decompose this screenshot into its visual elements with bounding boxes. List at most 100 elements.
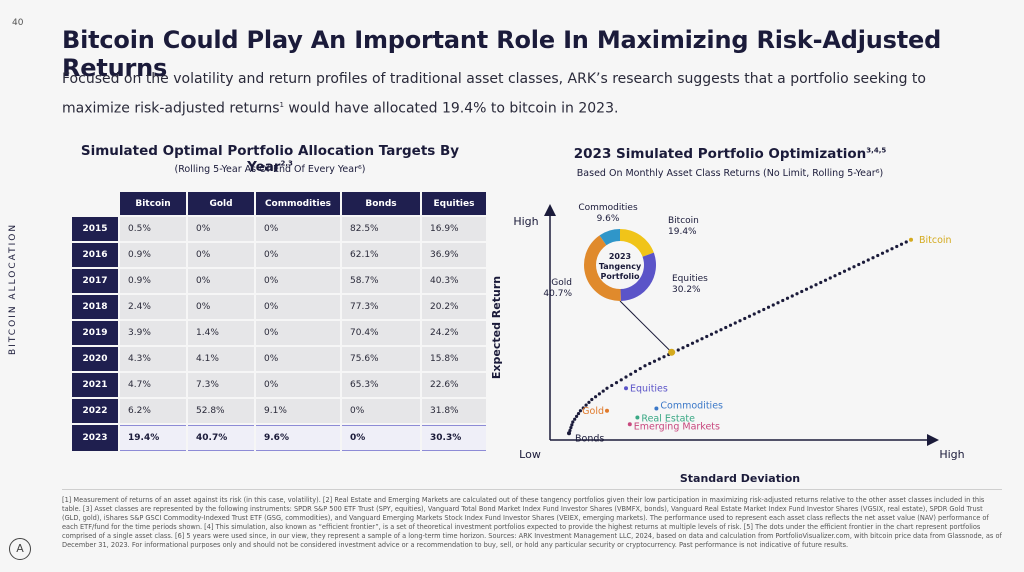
table-cell: 40.7% [188,425,254,451]
frontier-point [733,321,737,325]
chart-title-footnote-ref: 3,4,5 [866,146,887,155]
table-cell: 15.8% [422,347,486,371]
frontier-point [904,240,908,244]
frontier-point [657,357,661,361]
table-cell: 24.2% [422,321,486,345]
y-tick-label-high: High [513,215,538,228]
frontier-point [757,310,761,314]
frontier-point [728,323,733,327]
asset-label-real-estate: Real Estate [641,414,695,425]
frontier-point [895,244,899,249]
table-cell: 9.6% [256,425,340,451]
table-cell: 70.4% [342,321,420,345]
table-cell: 4.3% [120,347,186,371]
frontier-point [885,249,889,253]
donut-label-gold: Gold [551,278,572,288]
frontier-point [568,428,572,433]
efficient-frontier-chart: High Low High Standard Deviation Expected Re… [490,203,965,485]
table-corner [72,192,118,215]
frontier-point [705,334,709,339]
frontier-point [899,242,904,246]
frontier-point [738,319,742,323]
frontier-point [714,330,718,334]
table-cell: 16.9% [422,217,486,241]
frontier-point [880,251,885,255]
table-row: 2017 0.9% 0% 0% 58.7% 40.3% [72,269,486,293]
footnote-divider [62,489,1002,490]
frontier-point [838,271,842,276]
frontier-point [624,375,628,379]
frontier-point [866,258,870,262]
tangency-point [668,348,676,356]
frontier-point [828,276,832,280]
frontier-point [752,312,756,316]
table-cell: 0.5% [120,217,186,241]
frontier-point [823,278,828,282]
asset-label-equities: Equities [630,383,668,394]
asset-label-bonds: Bonds [575,433,604,444]
table-cell: 1.4% [188,321,254,345]
table-row: 2022 6.2% 52.8% 9.1% 0% 31.8% [72,399,486,423]
row-year: 2018 [72,295,118,319]
table-cell: 20.2% [422,295,486,319]
header-bitcoin: Bitcoin [120,192,186,215]
frontier-point [776,301,780,305]
header-bonds: Bonds [342,192,420,215]
table-header-row: Bitcoin Gold Commodities Bonds Equities [72,192,486,215]
table-cell: 75.6% [342,347,420,371]
frontier-point [890,247,894,251]
donut-center-line-1: 2023 [609,252,631,261]
table-cell: 0% [342,399,420,423]
frontier-point [610,383,614,388]
subtitle-footnote-ref: 1 [279,101,284,109]
frontier-point [814,283,818,287]
asset-point-real-estate [635,415,640,420]
frontier-point [719,328,723,332]
frontier-point [575,414,579,418]
x-tick-label-high: High [939,448,964,461]
frontier-point [662,355,666,359]
frontier-point [681,346,685,350]
frontier-point [871,256,875,260]
table-title-footnote-ref: 2,3 [280,159,293,168]
y-axis-label: Expected Return [490,276,503,379]
frontier-point [587,400,591,404]
table-cell: 30.3% [422,425,486,451]
table-cell: 77.3% [342,295,420,319]
frontier-point [590,397,594,402]
row-year: 2019 [72,321,118,345]
frontier-point [781,298,785,303]
frontier-point [576,411,581,416]
donut-label-bitcoin: Bitcoin [668,216,699,226]
table-cell: 0% [342,425,420,451]
section-side-label: BITCOIN ALLOCATION [8,222,18,355]
table-cell: 0% [256,243,340,267]
table-cell: 0% [188,217,254,241]
frontier-point [676,348,680,352]
chart-subtitle: Based On Monthly Asset Class Returns (No… [576,168,884,179]
frontier-point [571,420,575,424]
table-title-text: Simulated Optimal Portfolio Allocation T… [80,143,460,175]
page-number: 40 [12,18,24,28]
frontier-point [809,285,813,289]
frontier-point [795,292,799,296]
header-equities: Equities [422,192,486,215]
frontier-point [652,359,657,363]
frontier-point [629,372,633,376]
row-year: 2020 [72,347,118,371]
frontier-point [766,305,771,309]
table-cell: 19.4% [120,425,186,451]
donut-slice-commodities [599,229,620,246]
table-subtitle: (Rolling 5-Year As Of End Of Every Year⁶… [174,164,366,175]
frontier-point [690,341,695,345]
asset-point-commodities [654,406,659,411]
frontier-point [686,343,690,348]
frontier-point [619,378,623,382]
table-cell: 0% [256,321,340,345]
table-cell: 3.9% [120,321,186,345]
donut-center-line-2: Tangency [599,262,642,271]
footnote: [1] Measurement of returns of an asset a… [62,496,1002,549]
frontier-point [819,280,823,285]
table-cell: 0% [256,295,340,319]
header-gold: Gold [188,192,254,215]
